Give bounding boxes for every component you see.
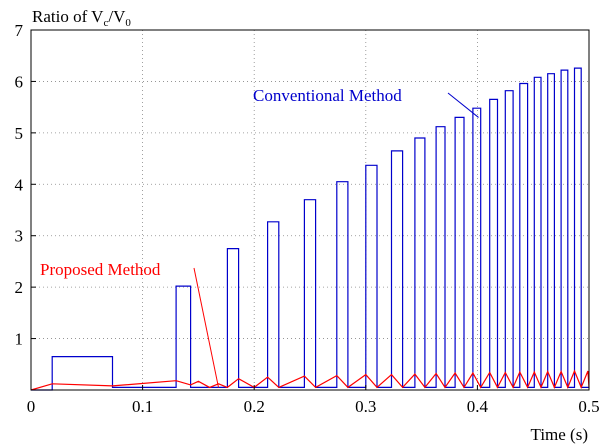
y-tick-label: 2 <box>15 278 24 297</box>
x-tick-label: 0.4 <box>467 397 489 416</box>
plot-frame <box>30 29 590 391</box>
annotation-conventional-label: Conventional Method <box>253 86 402 105</box>
y-tick-label: 6 <box>15 72 24 91</box>
x-tick-label: 0.3 <box>355 397 376 416</box>
x-tick-label: 0.5 <box>578 397 599 416</box>
annotation-proposed-label: Proposed Method <box>40 260 161 279</box>
y-tick-label: 4 <box>15 175 24 194</box>
y-tick-label: 1 <box>15 330 24 349</box>
y-tick-label: 3 <box>15 227 24 246</box>
x-tick-label: 0.2 <box>244 397 265 416</box>
y-axis-label: Ratio of Vc/V0 <box>32 7 131 29</box>
x-tick-label: 0.1 <box>132 397 153 416</box>
tick-layer: 0 0.1 0.2 0.3 0.4 0.5 1 2 3 4 5 6 7 <box>15 21 600 416</box>
series-line-proposed <box>30 369 590 391</box>
x-axis-label: Time (s) <box>531 425 588 444</box>
x-tick-label: 0 <box>27 397 36 416</box>
y-tick-label: 7 <box>15 21 24 40</box>
annotation-layer: Conventional Method Proposed Method <box>40 86 479 388</box>
annotation-proposed-leader <box>193 267 219 388</box>
y-tick-label: 5 <box>15 124 24 143</box>
series-line-conventional <box>31 67 589 391</box>
series-layer <box>30 67 590 391</box>
annotation-conventional-leader <box>447 92 479 118</box>
